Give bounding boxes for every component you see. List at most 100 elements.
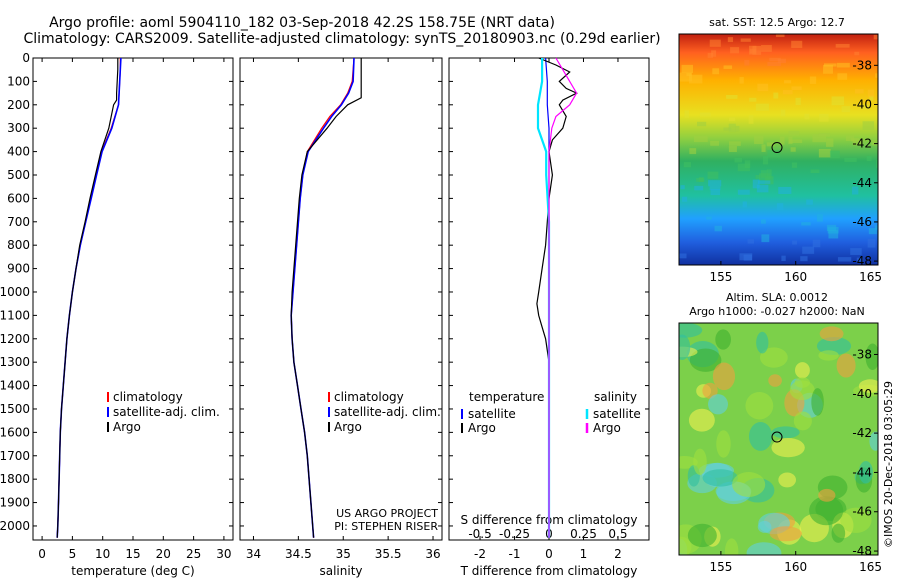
temperature-legend-label: Argo <box>113 420 141 434</box>
depth-ytick-label: 100 <box>7 74 30 88</box>
sst_map-ytick-label: -46 <box>852 215 872 229</box>
tdiff-xtick-label: -1 <box>509 547 521 561</box>
sst-texture-cell <box>837 73 848 80</box>
temperature-xlabel: temperature (deg C) <box>71 564 194 578</box>
depth-ytick-label: 900 <box>7 262 30 276</box>
sla_map-xtick-label: 165 <box>859 560 882 574</box>
sla-texture-blob <box>756 331 769 354</box>
sla_map-ytick-label: -44 <box>852 465 872 479</box>
difference-series-salinity-satellite <box>536 58 551 538</box>
sla-texture <box>679 323 878 555</box>
temperature-panel: 0100200300400500600700800900100011001200… <box>0 51 234 578</box>
sst-texture-cell <box>829 150 840 159</box>
sst-texture-cell <box>844 158 857 162</box>
sst-texture-cell <box>873 34 878 40</box>
sst-texture-cell <box>712 68 720 75</box>
sst-texture-cell <box>755 103 769 111</box>
sst-texture-cell <box>836 62 850 68</box>
sst-texture-cell <box>795 97 801 106</box>
tdiff-xtick-label: -2 <box>474 547 486 561</box>
sst-texture-cell <box>680 185 685 190</box>
sla-texture-blob <box>793 411 812 431</box>
sla-frame <box>678 322 879 556</box>
sst-texture-cell <box>689 148 697 155</box>
sst-texture-cell <box>862 121 875 130</box>
salinity-xtick-label: 36 <box>425 547 440 561</box>
sst-texture-cell <box>852 186 859 195</box>
sla-texture-blob <box>840 507 872 533</box>
sst-texture-cell <box>694 185 704 191</box>
temperature-frame <box>32 57 234 541</box>
sst-texture-cell <box>809 76 817 84</box>
sst-texture-cell <box>804 113 810 120</box>
depth-ytick-label: 200 <box>7 98 30 112</box>
sst-texture-cell <box>735 125 740 132</box>
sst-texture-cell <box>756 184 769 193</box>
sla-map-title: Altim. SLA: 0.0012 <box>726 291 828 304</box>
temperature-series-satellite <box>56 57 122 538</box>
sst-texture-cell <box>866 155 872 162</box>
sst-texture-cell <box>828 229 839 239</box>
sst-texture-cell <box>816 214 823 222</box>
sla-texture-blob <box>836 353 856 378</box>
sst-texture-cell <box>812 133 827 143</box>
temperature-xtick-label: 20 <box>156 547 171 561</box>
sst-texture-cell <box>711 50 717 57</box>
sst-texture-cell <box>791 162 798 168</box>
sst-texture-cell <box>709 186 721 191</box>
salinity-xtick-label: 35.5 <box>375 547 402 561</box>
sla-texture-blob <box>679 334 691 360</box>
sla-texture-blob <box>732 472 766 497</box>
sst-texture-cell <box>754 135 764 144</box>
depth-ytick-label: 1200 <box>0 332 30 346</box>
salinity-xtick-label: 34 <box>246 547 261 561</box>
sst-argo-marker <box>771 142 783 154</box>
sst-texture-cell <box>777 58 786 64</box>
sst-texture-cell <box>791 86 802 91</box>
sst-texture-cell <box>742 201 747 208</box>
sla-texture-blob <box>771 426 800 439</box>
sst-texture-cell <box>710 189 721 196</box>
tdiff-xlabel: T difference from climatology <box>460 564 638 578</box>
sst-texture-cell <box>826 138 834 147</box>
sst_map-ytick-label: -40 <box>852 97 872 111</box>
sst-map: sat. SST: 12.5 Argo: 12.7 155 160 165 -38 -4… <box>678 16 882 284</box>
sst-texture-cell <box>757 83 769 92</box>
temperature-xtick-label: 15 <box>125 547 140 561</box>
sst-texture-cell <box>869 95 874 101</box>
pi-annotation: PI: STEPHEN RISER <box>334 520 438 533</box>
sst-texture-cell <box>744 60 750 66</box>
sst-texture-cell <box>831 96 845 106</box>
sla-texture-blob <box>679 323 703 338</box>
sla-texture-blob <box>858 379 878 393</box>
sla-texture-blob <box>819 326 844 342</box>
sst-texture-cell <box>726 94 738 99</box>
salinity-series-argo <box>290 58 362 538</box>
sst-texture-cell <box>791 40 803 48</box>
temperature-xtick-label: 5 <box>69 547 77 561</box>
sdiff-xtick-label: -0.25 <box>499 527 530 541</box>
sst-texture-cell <box>776 203 784 210</box>
sla-texture-blob <box>811 388 824 416</box>
sst-texture-cell <box>850 137 860 142</box>
sla-map: Altim. SLA: 0.0012 Argo h1000: -0.027 h2… <box>678 291 882 574</box>
sst-texture-cell <box>729 141 741 146</box>
depth-ytick-label: 1800 <box>0 472 30 486</box>
sla-texture-blob <box>693 448 707 475</box>
depth-ytick-label: 1300 <box>0 355 30 369</box>
sst-axes: 155 160 165 -38 -40 -42 -44 -46 -48 <box>709 58 882 284</box>
sla-texture-blob <box>794 362 810 379</box>
sst-texture-cell <box>727 37 734 43</box>
sla-texture-blob <box>869 431 878 451</box>
sla-texture-blob <box>715 329 731 350</box>
temperature-xtick-label: 10 <box>95 547 110 561</box>
sla-texture-blob <box>759 347 788 368</box>
sst-texture-cell <box>874 225 878 230</box>
sla-texture-blob <box>679 536 692 555</box>
depth-ytick-label: 700 <box>7 215 30 229</box>
sst-texture-cell <box>850 248 862 255</box>
depth-ytick-label: 600 <box>7 191 30 205</box>
sst-texture-cell <box>819 113 829 122</box>
project-annotation: US ARGO PROJECT <box>336 507 438 520</box>
sst-texture-cell <box>739 77 744 84</box>
